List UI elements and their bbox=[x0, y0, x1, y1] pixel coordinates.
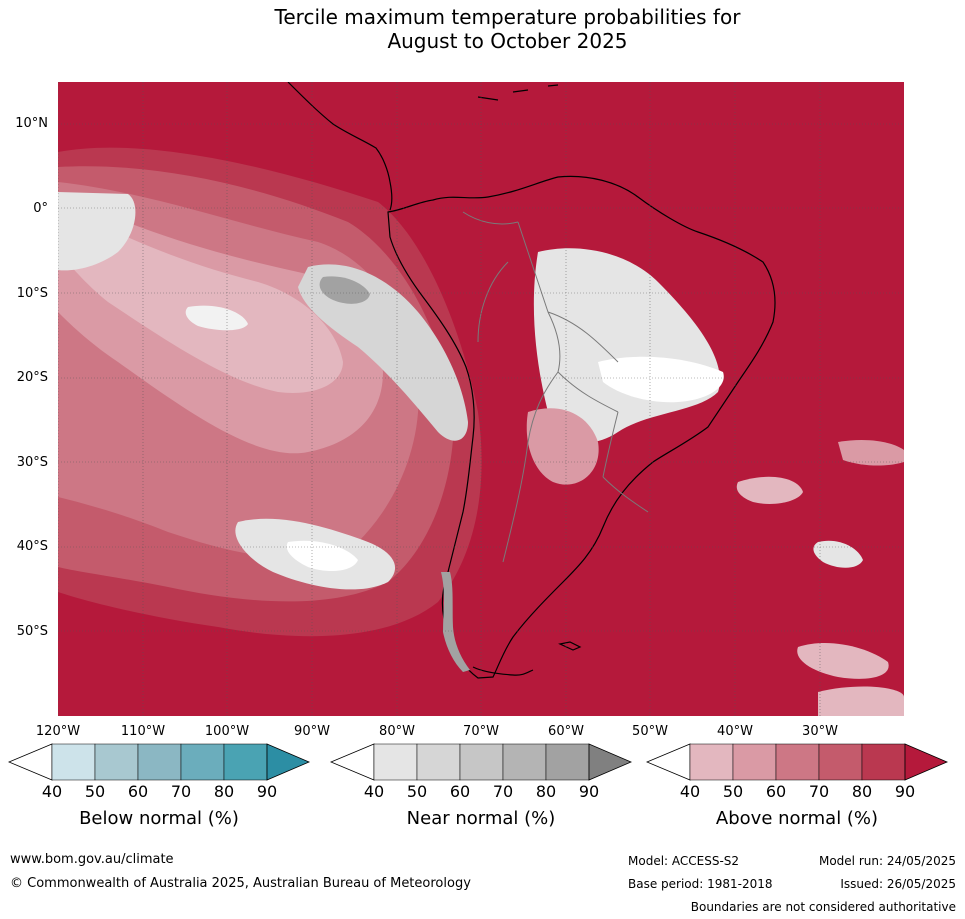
title-line-2: August to October 2025 bbox=[387, 29, 628, 53]
above-40-patch-parana bbox=[526, 408, 599, 485]
cbar-above-bin-2 bbox=[732, 743, 777, 781]
cbar-near-arrow-left bbox=[330, 743, 375, 781]
atlantic-patch-2 bbox=[813, 540, 863, 568]
cbar-near-tick: 70 bbox=[492, 782, 514, 801]
caribbean-islands bbox=[477, 84, 559, 101]
footer-copyright: © Commonwealth of Australia 2025, Austra… bbox=[10, 876, 471, 891]
cbar-near-title: Near normal (%) bbox=[406, 808, 556, 829]
cbar-below-bin-3 bbox=[137, 743, 182, 781]
map-svg bbox=[58, 82, 904, 716]
lon-label-40w: 40°W bbox=[717, 724, 753, 739]
lat-label-40s: 40°S bbox=[16, 539, 48, 554]
colorbar-above-normal bbox=[646, 743, 948, 781]
cbar-above-tick: 50 bbox=[722, 782, 744, 801]
lat-label-0: 0° bbox=[33, 201, 48, 216]
lat-label-30s: 30°S bbox=[16, 455, 48, 470]
cbar-near-bin-5 bbox=[545, 743, 590, 781]
cbar-below-bin-4 bbox=[180, 743, 225, 781]
cbar-below-title: Below normal (%) bbox=[79, 808, 239, 829]
cbar-above-tick: 70 bbox=[808, 782, 830, 801]
near-normal-patch-equatorial bbox=[58, 192, 136, 271]
cbar-below-tick: 70 bbox=[170, 782, 192, 801]
coastline-central-america bbox=[287, 82, 393, 211]
cbar-above-bin-1 bbox=[689, 743, 734, 781]
lon-label-30w: 30°W bbox=[802, 724, 838, 739]
cbar-below-tick: 40 bbox=[41, 782, 63, 801]
footer-disclaimer: Boundaries are not considered authoritat… bbox=[690, 900, 956, 914]
cbar-below-arrow-left bbox=[8, 743, 53, 781]
lat-label-10s: 10°S bbox=[16, 286, 48, 301]
cbar-above-title: Above normal (%) bbox=[715, 808, 879, 829]
cbar-near-tick: 80 bbox=[535, 782, 557, 801]
title-line-1: Tercile maximum temperature probabilitie… bbox=[274, 5, 741, 29]
colorbar-near-normal bbox=[330, 743, 632, 781]
coastline-south-america bbox=[387, 175, 776, 679]
footer-issued: Issued: 26/05/2025 bbox=[840, 877, 956, 891]
cbar-above-arrow-right bbox=[904, 743, 948, 781]
colorbar-below-normal bbox=[8, 743, 310, 781]
lat-label-50s: 50°S bbox=[16, 624, 48, 639]
lon-label-120w: 120°W bbox=[35, 724, 81, 739]
cbar-below-bin-2 bbox=[94, 743, 139, 781]
atlantic-patch-1 bbox=[736, 476, 803, 504]
white-patch-mid-pacific bbox=[185, 305, 248, 331]
southwest-pacific-edge bbox=[818, 686, 904, 716]
cbar-near-tick: 50 bbox=[406, 782, 428, 801]
cbar-below-arrow-right bbox=[266, 743, 310, 781]
footer-model-run: Model run: 24/05/2025 bbox=[818, 854, 956, 868]
lat-label-10n: 10°N bbox=[15, 116, 48, 131]
chart-title: Tercile maximum temperature probabilitie… bbox=[0, 5, 965, 53]
cbar-near-arrow-right bbox=[588, 743, 632, 781]
country-boundaries bbox=[462, 211, 649, 563]
near-normal-patch-peru bbox=[298, 264, 468, 441]
lon-label-70w: 70°W bbox=[463, 724, 499, 739]
cbar-below-bin-1 bbox=[51, 743, 96, 781]
footer-model: Model: ACCESS-S2 bbox=[628, 854, 740, 868]
cbar-below-tick: 90 bbox=[256, 782, 278, 801]
graticule bbox=[58, 82, 904, 716]
cbar-near-bin-3 bbox=[459, 743, 504, 781]
lon-label-100w: 100°W bbox=[204, 724, 250, 739]
cbar-near-bin-1 bbox=[373, 743, 418, 781]
white-patch-south-pacific bbox=[286, 540, 358, 572]
lon-label-60w: 60°W bbox=[548, 724, 584, 739]
cbar-above-tick: 40 bbox=[679, 782, 701, 801]
cbar-above-bin-3 bbox=[775, 743, 820, 781]
cbar-above-bin-5 bbox=[861, 743, 906, 781]
lon-label-110w: 110°W bbox=[120, 724, 166, 739]
probability-map bbox=[58, 82, 904, 716]
cbar-below-tick: 80 bbox=[213, 782, 235, 801]
falkland-islands bbox=[558, 641, 582, 651]
cbar-near-bin-4 bbox=[502, 743, 547, 781]
cbar-below-bin-5 bbox=[223, 743, 268, 781]
cbar-near-tick: 90 bbox=[578, 782, 600, 801]
pacific-band-40 bbox=[58, 202, 343, 393]
cbar-above-bin-4 bbox=[818, 743, 863, 781]
footer-base-period: Base period: 1981-2018 bbox=[628, 877, 773, 891]
lon-label-50w: 50°W bbox=[632, 724, 668, 739]
atlantic-patch-4 bbox=[838, 439, 904, 466]
near-normal-patch-peru-dark bbox=[319, 276, 370, 304]
cbar-above-tick: 90 bbox=[894, 782, 916, 801]
tierra-del-fuego bbox=[472, 666, 534, 676]
cbar-below-tick: 50 bbox=[84, 782, 106, 801]
cbar-above-arrow-left bbox=[646, 743, 691, 781]
lon-label-80w: 80°W bbox=[379, 724, 415, 739]
lat-label-20s: 20°S bbox=[16, 370, 48, 385]
cbar-above-tick: 60 bbox=[765, 782, 787, 801]
footer-website: www.bom.gov.au/climate bbox=[10, 852, 174, 867]
cbar-near-tick: 40 bbox=[363, 782, 385, 801]
white-patch-brazil bbox=[598, 356, 724, 403]
lon-label-90w: 90°W bbox=[294, 724, 330, 739]
atlantic-patch-3 bbox=[797, 642, 889, 679]
cbar-below-tick: 60 bbox=[127, 782, 149, 801]
chile-coast-band bbox=[441, 572, 470, 672]
cbar-near-tick: 60 bbox=[449, 782, 471, 801]
cbar-above-tick: 80 bbox=[851, 782, 873, 801]
cbar-near-bin-2 bbox=[416, 743, 461, 781]
